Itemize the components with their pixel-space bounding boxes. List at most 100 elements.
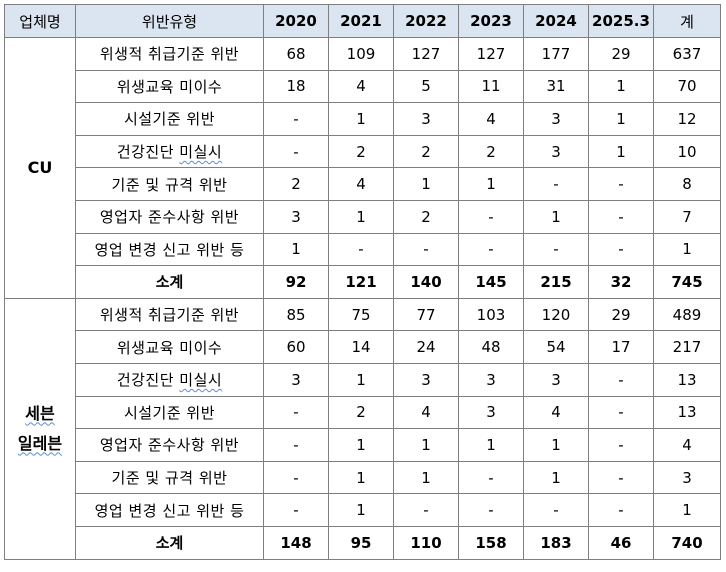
row-total-cell: 1	[653, 493, 721, 527]
table-row: 위생교육 미이수 60 14 24 48 54 17 217	[5, 330, 721, 364]
table-row: 건강진단 미실시 -2 2 2 3 1 10	[5, 134, 721, 169]
violation-type: 위생적 취급기준 위반	[75, 37, 264, 71]
value-cell: 77	[393, 297, 459, 332]
violation-type: 위생교육 미이수	[75, 330, 264, 364]
value-cell: -	[458, 460, 524, 495]
table-row: 시설기준 위반 -2 4 3 4-13	[5, 395, 721, 430]
row-total-cell: 13	[653, 395, 721, 430]
value-cell: 3	[393, 102, 459, 136]
value-cell: 177	[523, 37, 589, 71]
table-row: 건강진단 미실시 3 1 3 3 3-13	[5, 362, 721, 397]
value-cell: 2	[328, 395, 394, 430]
value-cell: 14	[328, 330, 394, 364]
violation-type: 위생교육 미이수	[75, 69, 264, 104]
value-cell: -	[523, 232, 589, 267]
subtotal-label: 소계	[75, 525, 264, 560]
value-cell: -	[328, 232, 394, 267]
value-cell: 68	[263, 37, 329, 71]
header-row: 업체명 위반유형 2020 2021 2022 2023 2024 2025.3…	[4, 4, 721, 38]
subtotal-total: 745	[653, 265, 721, 299]
value-cell: 1	[393, 460, 459, 495]
table-row: 영업 변경 신고 위반 등-1----1	[5, 493, 721, 527]
value-cell: 1	[393, 428, 459, 462]
value-cell: 1	[458, 428, 524, 462]
value-cell: -	[523, 493, 589, 527]
value-cell: -	[588, 460, 654, 495]
subtotal-value: 110	[393, 525, 459, 560]
header-year: 2023	[458, 4, 524, 38]
value-cell: 1	[523, 428, 589, 462]
value-cell: 1	[328, 199, 394, 234]
header-company: 업체명	[4, 4, 76, 38]
value-cell: 85	[263, 297, 329, 332]
value-cell: 120	[523, 297, 589, 332]
value-cell: 3	[523, 362, 589, 397]
spellcheck-underline: 미실시	[179, 143, 223, 162]
subtotal-value: 121	[328, 265, 394, 299]
value-cell: 4	[328, 69, 394, 104]
row-total-cell: 4	[653, 428, 721, 462]
header-year: 2022	[393, 4, 459, 38]
value-cell: 1	[328, 428, 394, 462]
value-cell: -	[263, 102, 329, 136]
violation-type: 건강진단 미실시	[75, 134, 264, 169]
subtotal-value: 92	[263, 265, 329, 299]
value-cell: 1	[523, 199, 589, 234]
value-cell: 3	[523, 102, 589, 136]
header-year: 2021	[328, 4, 394, 38]
subtotal-value: 148	[263, 525, 329, 560]
violation-type-text: 건강진단 미실시	[116, 143, 223, 162]
value-cell: -	[588, 428, 654, 462]
violation-type: 시설기준 위반	[75, 395, 264, 430]
row-total-cell: 8	[653, 167, 721, 201]
value-cell: -	[263, 428, 329, 462]
violation-type: 기준 및 규격 위반	[75, 460, 264, 495]
value-cell: 3	[393, 362, 459, 397]
violation-type-text: 건강진단 미실시	[116, 371, 223, 390]
violation-type: 시설기준 위반	[75, 102, 264, 136]
value-cell: 1	[328, 102, 394, 136]
subtotal-value: 140	[393, 265, 459, 299]
header-year: 2025.3	[588, 4, 654, 38]
row-total-cell: 1	[653, 232, 721, 267]
subtotal-value: 215	[523, 265, 589, 299]
value-cell: 4	[393, 395, 459, 430]
table-body: CU 위생적 취급기준 위반 68 109 127 127 177 29 637 위생교육 미이수…	[4, 37, 721, 560]
value-cell: 3	[458, 362, 524, 397]
row-total-cell: 7	[653, 199, 721, 234]
value-cell: -	[588, 395, 654, 430]
value-cell: 3	[263, 362, 329, 397]
row-total-cell: 3	[653, 460, 721, 495]
company-cell: CU	[4, 37, 76, 299]
value-cell: 18	[263, 69, 329, 104]
value-cell: -	[263, 460, 329, 495]
header-type: 위반유형	[75, 4, 264, 38]
subtotal-row: 소계 148 95 110 158 183 46 740	[5, 525, 721, 560]
violation-type: 영업자 준수사항 위반	[75, 199, 264, 234]
subtotal-value: 145	[458, 265, 524, 299]
value-cell: 60	[263, 330, 329, 364]
value-cell: 3	[523, 134, 589, 169]
value-cell: 1	[588, 102, 654, 136]
value-cell: -	[393, 493, 459, 527]
violation-type: 건강진단 미실시	[75, 362, 264, 397]
value-cell: 2	[458, 134, 524, 169]
value-cell: -	[263, 134, 329, 169]
subtotal-value: 158	[458, 525, 524, 560]
value-cell: 1	[263, 232, 329, 267]
company-cell: 세븐 일레븐	[4, 297, 76, 560]
value-cell: -	[458, 199, 524, 234]
value-cell: 4	[458, 102, 524, 136]
violations-table: 업체명 위반유형 2020 2021 2022 2023 2024 2025.3…	[4, 4, 721, 560]
value-cell: 3	[263, 199, 329, 234]
row-total-cell: 70	[653, 69, 721, 104]
value-cell: 48	[458, 330, 524, 364]
table-row: 기준 및 규격 위반 2 4 1 1- -8	[5, 167, 721, 201]
row-total-cell: 217	[653, 330, 721, 364]
violation-type: 영업자 준수사항 위반	[75, 428, 264, 462]
value-cell: -	[393, 232, 459, 267]
value-cell: 1	[588, 69, 654, 104]
value-cell: 4	[328, 167, 394, 201]
value-cell: -	[263, 493, 329, 527]
value-cell: -	[588, 232, 654, 267]
